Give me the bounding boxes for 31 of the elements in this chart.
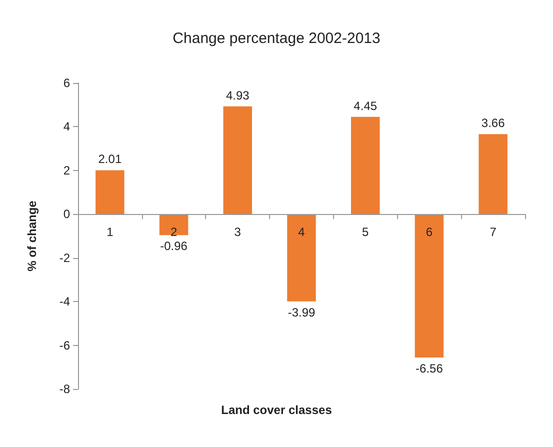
data-label: -3.99: [288, 305, 316, 320]
bar: [159, 214, 188, 236]
y-tick-label: -6: [59, 338, 70, 352]
x-tick-label: 3: [234, 225, 242, 240]
y-axis-title: % of change: [25, 200, 39, 272]
bar: [350, 116, 380, 214]
x-tick-label: 1: [106, 225, 114, 240]
data-label: -0.96: [160, 239, 188, 254]
bar: [96, 170, 124, 214]
data-label: 3.66: [481, 116, 506, 130]
x-axis-title: Land cover classes: [221, 403, 332, 417]
y-tick-label: -2: [59, 250, 70, 265]
y-tick-label: 2: [63, 163, 70, 178]
y-tick-label: 6: [63, 76, 70, 90]
x-tick-label: 4: [298, 225, 306, 240]
y-tick-label: 4: [63, 120, 70, 134]
y-tick-label: -8: [59, 382, 70, 396]
x-tick-label: 7: [490, 225, 497, 240]
y-tick-label: -4: [59, 294, 70, 309]
y-tick-label: 0: [63, 207, 70, 222]
bar: [414, 214, 444, 358]
data-label: -6.56: [416, 362, 444, 376]
chart-title: Change percentage 2002-2013: [172, 30, 380, 47]
data-label: 4.45: [354, 98, 378, 113]
bar: [478, 134, 508, 214]
bar: [223, 106, 252, 214]
bar: [287, 214, 316, 302]
data-label: 4.93: [226, 88, 250, 102]
data-label: 2.01: [98, 152, 122, 166]
x-tick-label: 6: [426, 225, 433, 240]
x-tick-label: 5: [362, 225, 370, 240]
